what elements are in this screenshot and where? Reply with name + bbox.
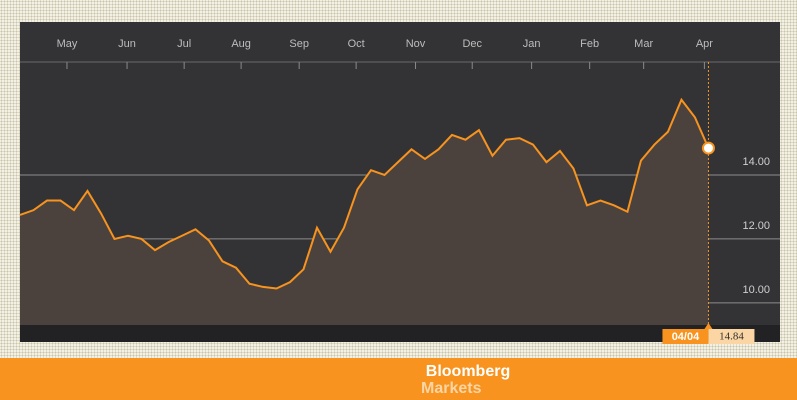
x-tick-label: Feb — [580, 38, 599, 50]
x-tick-label: Sep — [289, 38, 309, 50]
x-tick-label: Jun — [118, 38, 136, 50]
cursor-pointer — [704, 323, 713, 329]
footer-bar — [0, 358, 797, 400]
date-label: 04/04 — [672, 331, 700, 343]
footer-sub: Markets — [421, 380, 482, 397]
line — [19, 97, 710, 290]
date-box — [662, 329, 709, 344]
x-tick-label: May — [57, 38, 78, 50]
x-tick-label: Aug — [231, 38, 251, 50]
y-tick-label: 12.00 — [742, 220, 770, 232]
x-tick-label: Mar — [634, 38, 653, 50]
footer-brand: Bloomberg — [426, 363, 510, 380]
x-tick-label: Oct — [348, 38, 365, 50]
value-label: 14.84 — [719, 331, 744, 343]
highlight-marker — [701, 141, 715, 155]
x-tick-label: Dec — [462, 38, 482, 50]
x-tick-label: Jul — [177, 38, 191, 50]
y-tick-label: 10.00 — [742, 284, 770, 296]
x-tick-label: Jan — [523, 38, 541, 50]
x-tick-label: Apr — [696, 38, 713, 50]
bottom-strip — [20, 325, 780, 342]
area — [20, 99, 709, 325]
x-tick-label: Nov — [406, 38, 426, 50]
y-tick-label: 14.00 — [742, 156, 770, 168]
value-box — [708, 329, 755, 344]
